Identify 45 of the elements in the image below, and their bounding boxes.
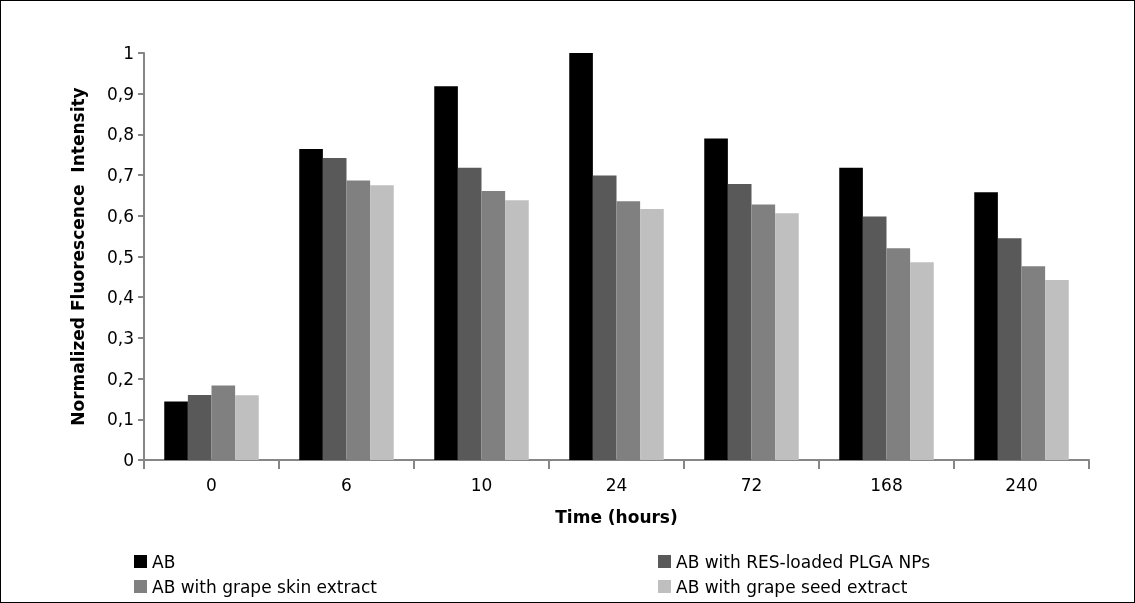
x-axis-title: Time (hours): [555, 506, 678, 527]
bar: [974, 192, 998, 460]
bar: [910, 262, 934, 460]
y-tick-label: 0,8: [106, 124, 134, 145]
bar: [505, 200, 529, 460]
y-tick-label: 0,6: [106, 205, 134, 226]
legend-label: AB with grape skin extract: [152, 576, 378, 597]
y-tick-label: 0,7: [106, 165, 134, 186]
legend-label: AB with grape seed extract: [676, 576, 908, 597]
bar: [434, 86, 458, 460]
x-tick-label: 24: [605, 474, 628, 495]
y-tick-label: 0,9: [106, 83, 134, 104]
x-tick-label: 240: [1005, 474, 1038, 495]
bar: [640, 208, 664, 460]
bar: [592, 175, 617, 460]
x-tick-label: 72: [740, 474, 763, 495]
bar: [569, 53, 593, 460]
x-tick-label: 10: [470, 474, 493, 495]
y-tick-label: 0,3: [106, 327, 134, 348]
x-tick-label: 6: [341, 474, 352, 495]
y-tick-label: 0,1: [106, 409, 134, 430]
bar: [704, 138, 728, 460]
bar: [235, 395, 259, 460]
legend-label: AB: [152, 551, 176, 572]
x-tick-label: 0: [206, 474, 217, 495]
bar: [164, 401, 188, 460]
y-tick-label: 1: [123, 43, 134, 63]
bar: [1045, 280, 1069, 460]
bar: [839, 167, 863, 460]
bar: [322, 158, 347, 460]
bar: [775, 213, 799, 460]
y-tick-label: 0,5: [106, 246, 134, 267]
y-axis-title: Normalized Fluorescence Intensity: [67, 87, 88, 426]
bar: [299, 149, 323, 460]
bar: [370, 185, 394, 460]
bar: [187, 394, 212, 460]
bar: [727, 184, 752, 460]
y-tick-label: 0: [123, 450, 134, 470]
bar: [997, 238, 1022, 460]
legend-label: AB with RES-loaded PLGA NPs: [676, 551, 931, 572]
bar: [457, 167, 482, 460]
x-tick-label: 168: [870, 474, 903, 495]
y-tick-label: 0,4: [106, 287, 134, 308]
bar: [862, 216, 887, 460]
y-tick-label: 0,2: [106, 368, 134, 389]
